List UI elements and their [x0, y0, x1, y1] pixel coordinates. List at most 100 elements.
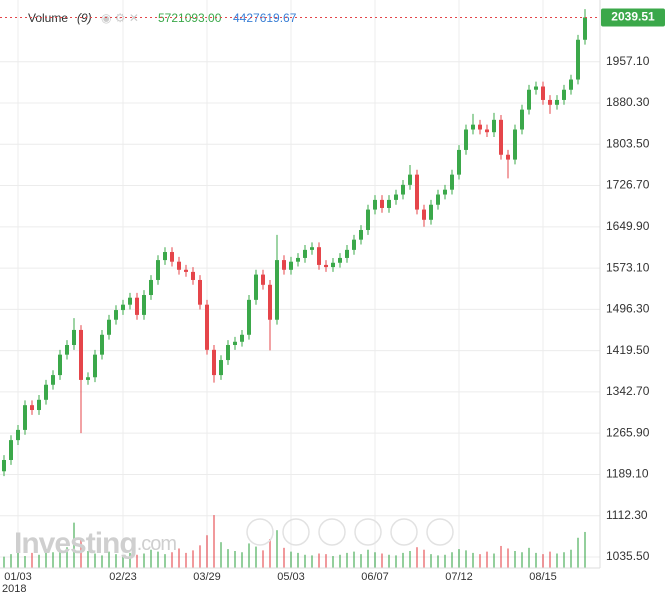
candle-body — [184, 269, 188, 272]
volume-bar — [101, 555, 103, 568]
volume-layer — [3, 515, 586, 568]
candle-body — [93, 354, 97, 378]
tool-button[interactable] — [426, 518, 454, 546]
candle-body — [212, 349, 216, 376]
candle-body — [506, 154, 510, 160]
volume-bar — [178, 548, 180, 568]
candle-body — [254, 274, 258, 300]
candle-body — [555, 99, 559, 105]
candle-body — [310, 247, 314, 250]
volume-bar — [451, 552, 453, 568]
candle-body — [2, 459, 6, 472]
volume-bar — [129, 552, 131, 568]
volume-bar — [430, 554, 432, 568]
volume-bar — [325, 554, 327, 568]
volume-bar — [500, 545, 502, 568]
x-year-label: 2018 — [2, 583, 26, 595]
volume-bar — [220, 542, 222, 568]
volume-bar — [332, 556, 334, 568]
volume-bar — [269, 539, 271, 568]
candle-body — [450, 174, 454, 190]
volume-bar — [297, 552, 299, 568]
x-tick-label: 05/03 — [277, 571, 305, 583]
candle-body — [583, 17, 587, 40]
volume-bar — [248, 543, 250, 568]
toolbar — [246, 518, 454, 546]
candle-body — [366, 209, 370, 230]
volume-bar — [353, 551, 355, 568]
volume-bar — [311, 555, 313, 568]
candle-body — [471, 124, 475, 130]
candle-body — [541, 86, 545, 100]
volume-bar — [52, 552, 54, 568]
volume-bar — [556, 553, 558, 568]
x-tick-label: 06/07 — [361, 571, 389, 583]
legend-label: Volume — [28, 11, 68, 25]
candle-body — [65, 344, 69, 355]
y-tick-label: 1957.10 — [606, 54, 650, 68]
legend-ma-value: 4427619.67 — [233, 11, 297, 25]
x-tick-label: 02/23 — [109, 571, 137, 583]
candle-body — [324, 264, 328, 268]
last-price-box — [601, 8, 665, 27]
candle-body — [352, 239, 356, 250]
candle-body — [436, 194, 440, 205]
legend-period: (9) — [77, 11, 92, 25]
x-tick-label: 03/29 — [193, 571, 221, 583]
candle-body — [422, 209, 426, 220]
volume-bar — [339, 554, 341, 568]
last-price-label: 2039.51 — [611, 10, 655, 24]
legend-icons[interactable]: ◉ ⚙ ✕ — [101, 11, 139, 25]
watermark-suffix: .com — [137, 533, 177, 555]
volume-bar — [423, 549, 425, 568]
candle-body — [205, 304, 209, 350]
candle-body — [464, 129, 468, 150]
volume-bar — [157, 551, 159, 568]
tool-button[interactable] — [246, 518, 274, 546]
candle-body — [401, 184, 405, 195]
volume-bar — [542, 554, 544, 568]
volume-bar — [360, 554, 362, 568]
candle-body — [191, 271, 195, 280]
candle-body — [16, 429, 20, 441]
x-tick-label: 08/15 — [529, 571, 557, 583]
volume-bar — [381, 553, 383, 568]
volume-bar — [150, 549, 152, 568]
candle-body — [219, 360, 223, 376]
tool-button[interactable] — [318, 518, 346, 546]
volume-bar — [276, 530, 278, 568]
volume-bar — [73, 522, 75, 568]
candle-body — [121, 304, 125, 311]
volume-bar — [255, 546, 257, 568]
y-tick-label: 1573.10 — [606, 260, 650, 274]
candle-body — [30, 405, 34, 411]
candle-body — [485, 129, 489, 133]
candle-body — [359, 229, 363, 240]
candle-body — [86, 377, 90, 380]
candle-body — [100, 334, 104, 355]
tool-button[interactable] — [282, 518, 310, 546]
volume-bar — [3, 556, 5, 568]
candle-body — [177, 261, 181, 270]
tool-button[interactable] — [354, 518, 382, 546]
y-tick-label: 1803.50 — [606, 136, 650, 150]
volume-bar — [80, 539, 82, 568]
volume-bar — [395, 555, 397, 568]
candle-body — [226, 344, 230, 361]
legend: Volume (9) ◉ ⚙ ✕ 5721093.00 4427619.67 — [28, 11, 297, 25]
tool-button[interactable] — [390, 518, 418, 546]
volume-bar — [262, 550, 264, 568]
volume-bar — [444, 554, 446, 568]
candle-body — [275, 260, 279, 320]
volume-bar — [199, 545, 201, 568]
volume-bar — [374, 552, 376, 568]
candle-body — [303, 249, 307, 258]
volume-bar — [465, 550, 467, 568]
volume-bar — [136, 554, 138, 568]
volume-bar — [143, 553, 145, 568]
candle-body — [387, 199, 391, 208]
candle-body — [527, 89, 531, 110]
volume-bar — [367, 549, 369, 568]
volume-bar — [521, 552, 523, 568]
